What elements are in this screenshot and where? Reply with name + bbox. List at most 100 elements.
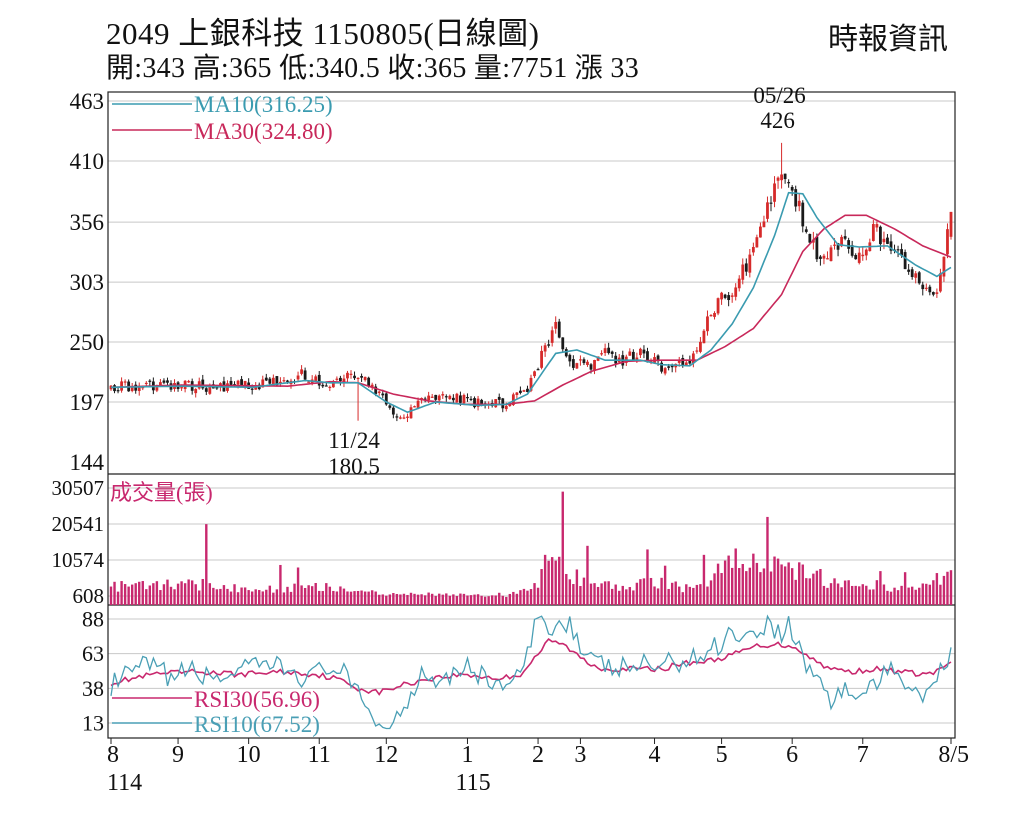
candle-body (642, 349, 646, 354)
volume-bar (159, 590, 162, 605)
volume-bar (522, 588, 526, 605)
volume-bar (858, 586, 861, 605)
volume-bar (385, 595, 388, 605)
volume-bar (741, 563, 744, 605)
volume-bar (381, 594, 384, 605)
candle-body (437, 395, 441, 401)
candle-body (533, 371, 536, 377)
volume-bar (247, 590, 250, 605)
candle-body (600, 353, 603, 355)
volume-bar (494, 595, 497, 605)
candle-body (741, 264, 745, 280)
candle-body (279, 381, 282, 384)
candle-body (631, 351, 635, 361)
volume-bar (593, 583, 596, 605)
candle-body (406, 416, 409, 418)
rsi-panel: RSI30(56.96) RSI10(67.52) (110, 614, 952, 737)
ma30-legend-label: MA30(324.80) (194, 119, 333, 144)
volume-bar (663, 565, 667, 605)
volume-bar (438, 593, 441, 605)
candle-body (155, 387, 159, 391)
volume-bar (145, 589, 148, 605)
candle-body (924, 287, 928, 289)
candle-body (843, 236, 847, 239)
candle-body (946, 229, 949, 255)
candle-body (324, 385, 328, 387)
candle-body (264, 377, 268, 381)
candle-body (575, 363, 579, 369)
candle-body (346, 372, 349, 379)
candle-body (370, 384, 374, 388)
price-tick-label: 250 (70, 330, 105, 355)
volume-bar (325, 583, 328, 605)
volume-bar (706, 586, 709, 605)
volume-bar (642, 578, 646, 605)
volume-bar (865, 585, 868, 605)
volume-bar (286, 586, 289, 605)
volume-bar (939, 584, 942, 605)
volume-bar (656, 588, 660, 605)
volume-bar (798, 562, 801, 605)
volume-bar (575, 569, 579, 605)
volume-bar (339, 586, 342, 605)
volume-bar (155, 581, 159, 605)
volume-bar (843, 580, 847, 605)
volume-bar (610, 588, 614, 605)
volume-bar (688, 586, 692, 605)
volume-bar (275, 589, 279, 605)
volume-bar (826, 587, 829, 605)
candle-body (497, 396, 501, 400)
volume-title: 成交量(張) (110, 480, 213, 505)
volume-bar (250, 591, 254, 605)
price-tick-label: 463 (70, 89, 105, 114)
candle-body (748, 254, 752, 273)
rsi10-line (110, 614, 952, 730)
volume-bar (201, 579, 204, 605)
volume-bar (635, 582, 639, 605)
volume-bar (533, 583, 536, 605)
candle-body (727, 295, 731, 301)
candle-body (180, 387, 183, 389)
volume-bar (399, 594, 402, 605)
volume-bar (148, 585, 152, 605)
candle-body (684, 362, 688, 366)
volume-bar (850, 585, 854, 605)
x-tick-label: 5 (716, 742, 728, 768)
candle-body (730, 295, 734, 297)
volume-bar (123, 584, 127, 605)
volume-bar (505, 596, 508, 605)
volume-bar (681, 592, 684, 605)
volume-bar (854, 585, 857, 605)
volume-bar (346, 591, 349, 605)
volume-bar (462, 593, 466, 605)
high-value-annotation: 426 (760, 108, 795, 133)
high-date-annotation: 05/26 (753, 83, 805, 108)
volume-bar (416, 594, 420, 605)
candle-body (667, 366, 671, 368)
candle-body (367, 377, 371, 387)
volume-bar (921, 583, 924, 605)
volume-tick-label: 30507 (52, 476, 105, 500)
volume-bar (226, 588, 229, 605)
candle-body (473, 398, 476, 408)
candle-body (459, 395, 462, 403)
volume-bar (483, 596, 487, 605)
candle-body (328, 386, 332, 389)
candle-body (448, 395, 452, 400)
candle-body (681, 358, 685, 366)
volume-bar (695, 584, 699, 605)
volume-bar (836, 583, 840, 605)
volume-bar (667, 588, 670, 605)
plot-border (107, 91, 956, 739)
candle-body (850, 245, 854, 256)
candle-body (166, 380, 169, 383)
volume-bar (469, 595, 473, 605)
low-date-annotation: 11/24 (328, 428, 380, 453)
candle-body (939, 273, 942, 292)
volume-bar (296, 567, 300, 605)
rsi30-legend-label: RSI30(56.96) (194, 687, 320, 712)
x-tick-label: 8/5 (938, 742, 969, 768)
volume-bar (445, 593, 448, 605)
volume-bar (258, 590, 261, 605)
candle-body (395, 416, 399, 418)
